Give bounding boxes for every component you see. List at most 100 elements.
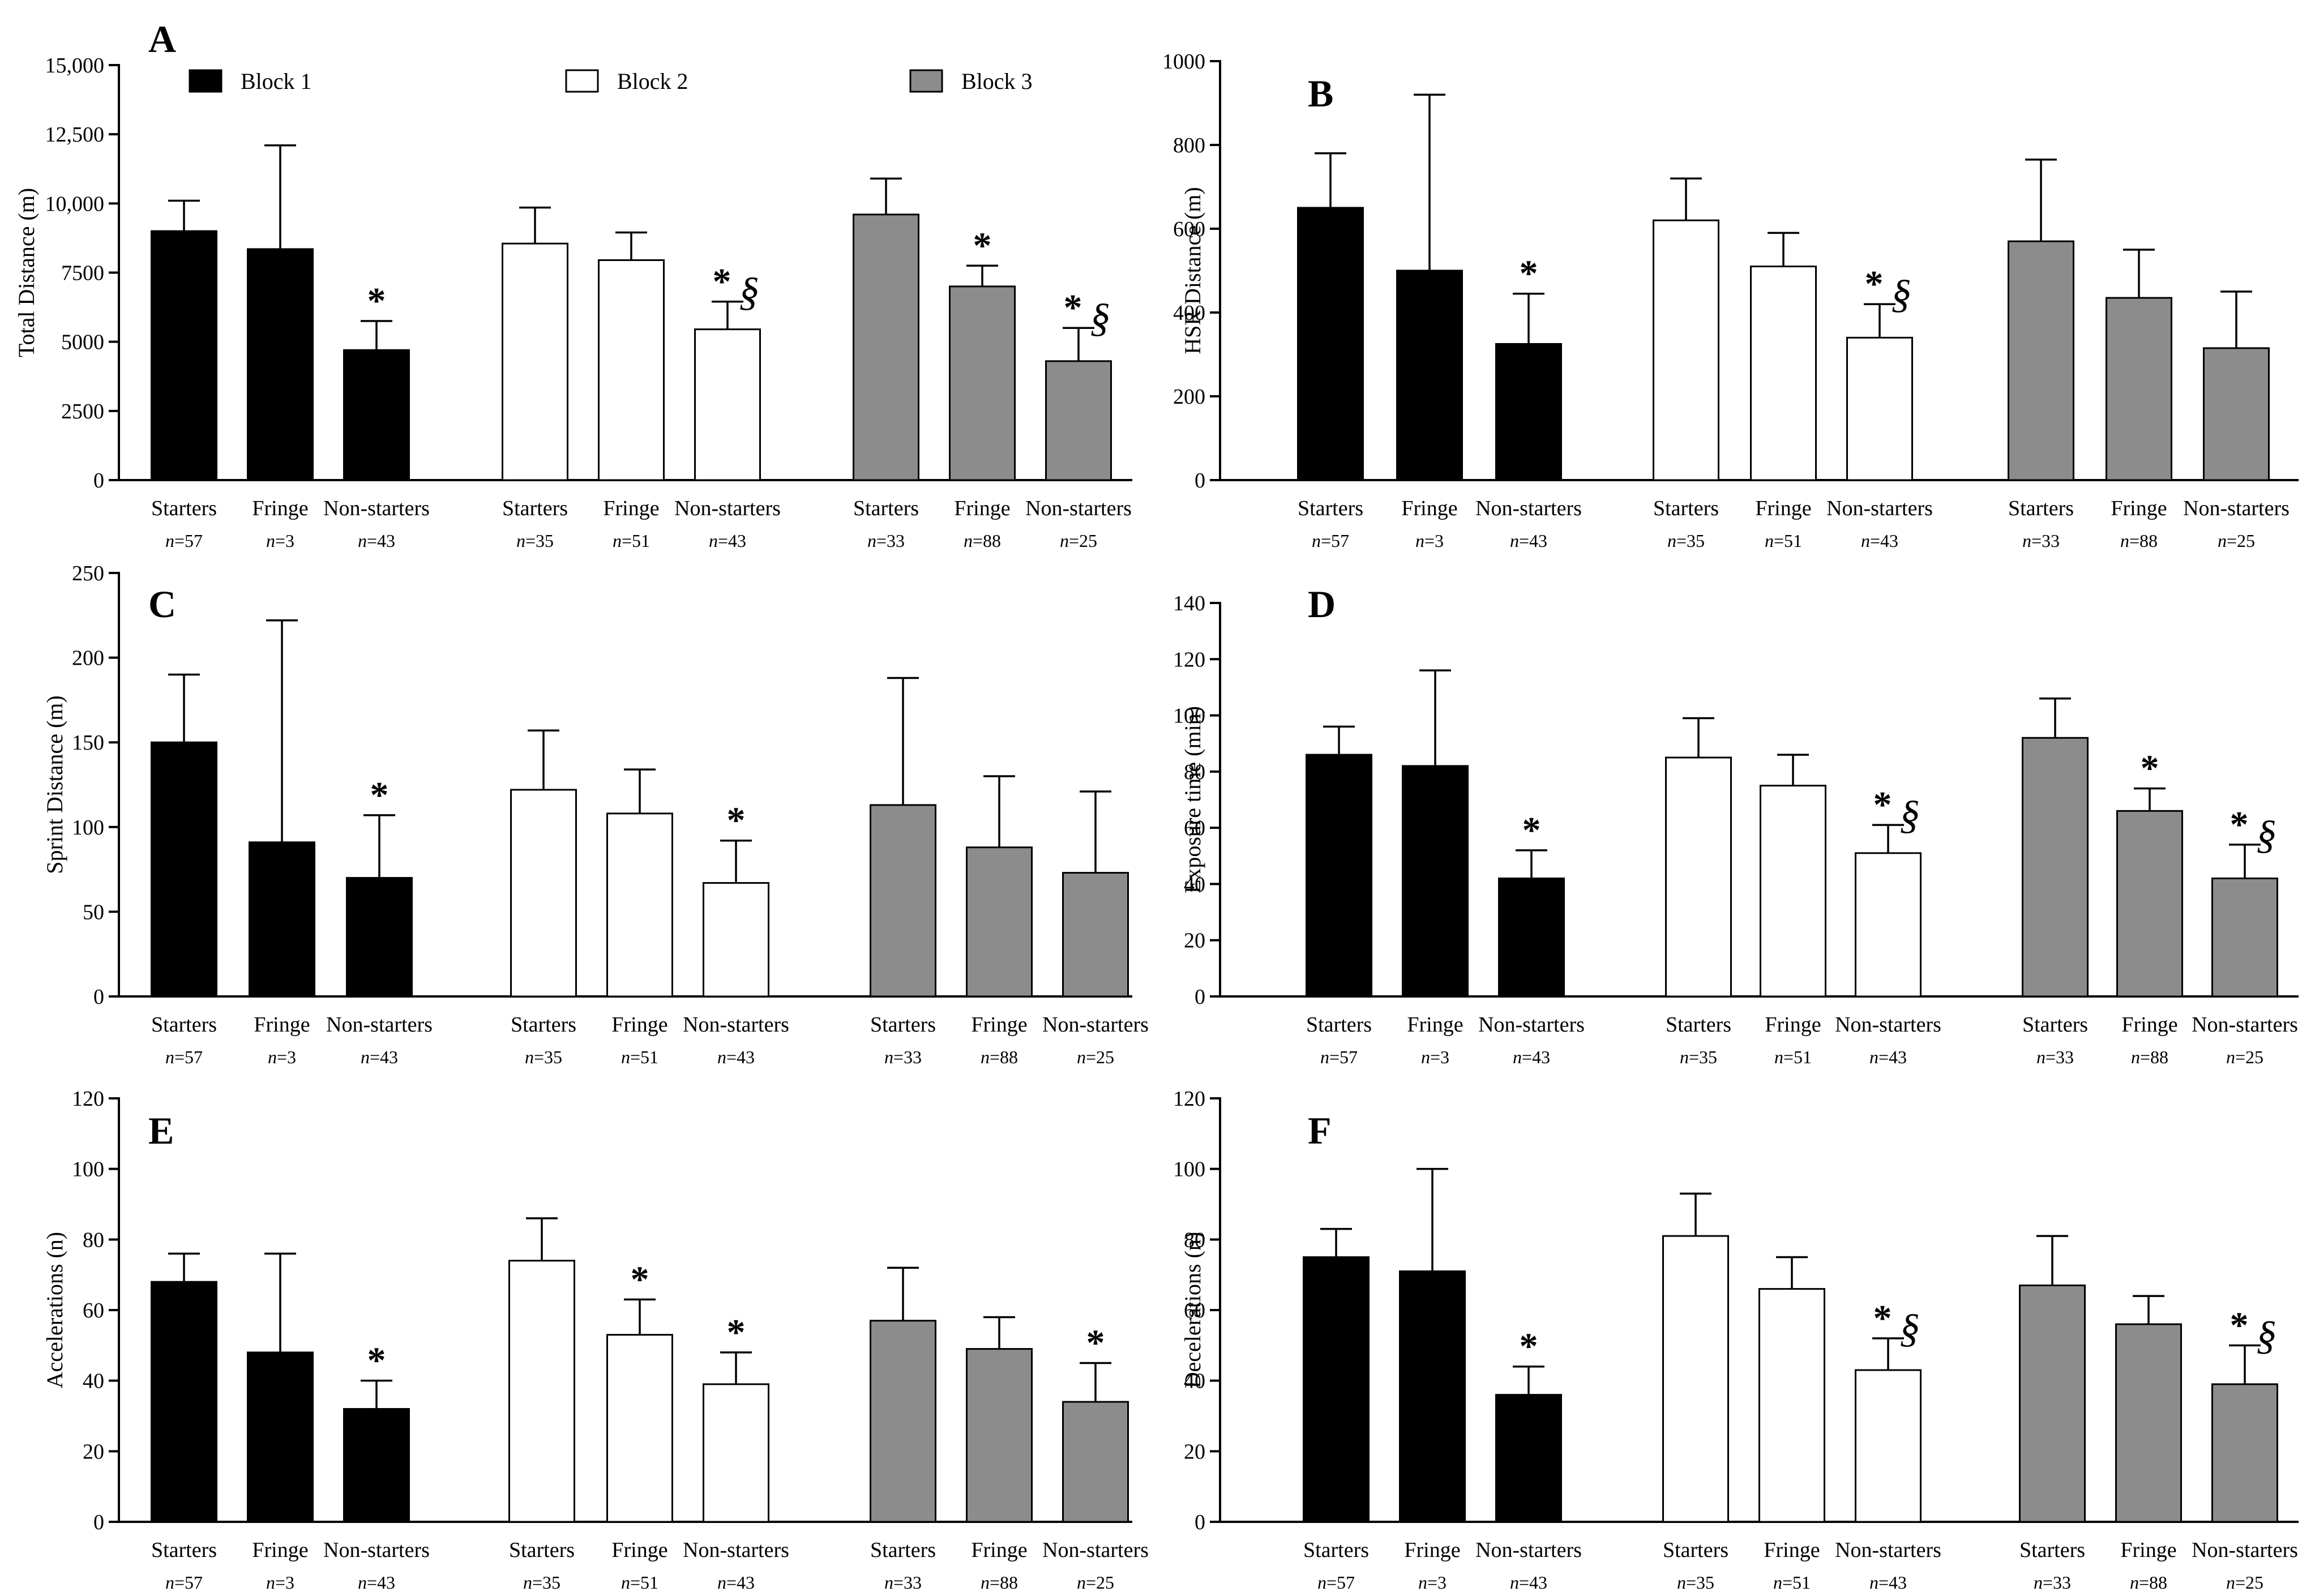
sample-size-label: n=57	[165, 1572, 203, 1593]
y-tick-label: 80	[1184, 1228, 1205, 1252]
x-category-label: Starters	[853, 497, 919, 520]
sample-size-label: n=51	[1774, 1047, 1812, 1067]
y-tick-label: 120	[72, 1087, 104, 1111]
y-tick-label: 200	[72, 647, 104, 670]
bar	[2115, 1323, 2182, 1523]
x-category-label: Fringe	[2111, 497, 2167, 520]
x-category-label: Non-starters	[1042, 1013, 1149, 1037]
bar	[510, 789, 577, 998]
bar	[966, 846, 1033, 998]
bar	[870, 804, 936, 998]
significance-star: *	[367, 1340, 386, 1381]
sample-size-label: n=3	[1421, 1047, 1449, 1067]
sample-size-label: n=43	[1510, 1572, 1547, 1593]
bar	[1402, 765, 1469, 998]
sample-size-label: n=33	[867, 530, 905, 551]
y-tick-label: 60	[83, 1299, 104, 1323]
significance-star: *	[1086, 1323, 1105, 1364]
sample-size-label: n=88	[981, 1047, 1018, 1067]
sample-size-label: n=35	[525, 1047, 562, 1067]
panel-A: A 0 2500 5000 7500 10,000 12,500 15,000 Total Di…	[14, 18, 1132, 551]
sample-size-label: n=88	[964, 530, 1001, 551]
y-tick-label: 7500	[61, 262, 104, 285]
bar	[2022, 737, 2089, 998]
x-category-label: Fringe	[1765, 1013, 1821, 1037]
x-category-label: Non-starters	[1475, 497, 1582, 520]
bar	[1665, 756, 1732, 998]
sample-size-label: n=33	[884, 1572, 922, 1593]
bar	[1303, 1256, 1370, 1523]
sample-size-label: n=51	[621, 1572, 658, 1593]
bar	[151, 1281, 217, 1523]
sample-size-label: n=25	[2218, 530, 2255, 551]
legend-swatch-block2	[565, 69, 599, 93]
panel-B: B 0 200 400 600 800 1000 HSR Distance (m) Starte…	[1162, 50, 2299, 551]
y-tick-label: 250	[72, 562, 104, 585]
sample-size-label: n=57	[1320, 1047, 1358, 1067]
bar	[1495, 343, 1562, 481]
x-category-label: Fringe	[611, 1013, 667, 1037]
bar	[502, 242, 568, 481]
x-category-label: Non-starters	[683, 1538, 789, 1562]
x-category-label: Fringe	[971, 1013, 1027, 1037]
sample-size-label: n=3	[266, 530, 294, 551]
y-tick-label: 20	[1184, 1440, 1205, 1464]
y-axis-label: Accelerations (n)	[42, 1232, 67, 1389]
bar	[2106, 297, 2172, 481]
legend: Block 1 Block 2 Block 3	[189, 69, 1033, 94]
bar	[2211, 1383, 2278, 1523]
y-tick-label: 0	[93, 985, 104, 1009]
x-category-label: Starters	[870, 1538, 936, 1562]
sample-size-label: n=43	[361, 1047, 398, 1067]
bar	[1498, 878, 1565, 998]
sample-size-label: n=33	[2036, 1047, 2074, 1067]
y-axis-label: Exposure time (min)	[1180, 706, 1205, 893]
legend-label: Block 2	[617, 69, 688, 94]
y-tick-label: 40	[1184, 872, 1205, 896]
x-category-label: Non-starters	[1826, 497, 1933, 520]
panel-label: F	[1308, 1109, 1332, 1152]
x-category-label: Non-starters	[1478, 1013, 1585, 1037]
x-category-label: Fringe	[2120, 1538, 2176, 1562]
sample-size-label: n=57	[1317, 1572, 1355, 1593]
legend-swatch-block3	[909, 69, 943, 93]
bar	[249, 841, 315, 998]
sample-size-label: n=35	[516, 530, 554, 551]
panel-label: A	[148, 18, 176, 61]
y-tick-label: 1000	[1162, 50, 1205, 74]
bar	[247, 1351, 314, 1523]
x-category-label: Fringe	[1764, 1538, 1820, 1562]
x-category-label: Starters	[151, 1538, 217, 1562]
x-category-label: Non-starters	[1835, 1013, 1941, 1037]
y-axis-label: Sprint Distance (m)	[42, 695, 67, 874]
y-tick-label: 40	[1184, 1370, 1205, 1393]
significance-star: *	[2141, 748, 2159, 789]
x-category-label: Fringe	[954, 497, 1010, 520]
sample-size-label: n=25	[2226, 1047, 2263, 1067]
significance-star: *	[727, 1312, 746, 1353]
significance-star: *	[1520, 1326, 1538, 1367]
panel-label: B	[1308, 72, 1333, 115]
sample-size-label: n=43	[717, 1572, 755, 1593]
sample-size-label: n=51	[613, 530, 650, 551]
bar	[247, 248, 314, 481]
significance-star: *	[631, 1259, 649, 1300]
bar	[343, 1408, 410, 1523]
sample-size-label: n=25	[1077, 1572, 1114, 1593]
significance-section-mark: §	[1899, 1306, 1920, 1351]
legend-label: Block 1	[241, 69, 312, 94]
x-category-label: Starters	[1653, 497, 1719, 520]
sample-size-label: n=35	[1667, 530, 1705, 551]
x-category-label: Starters	[502, 497, 568, 520]
sample-size-label: n=33	[2034, 1572, 2071, 1593]
x-category-label: Fringe	[611, 1538, 667, 1562]
significance-section-mark: §	[739, 269, 759, 314]
x-category-label: Starters	[2008, 497, 2074, 520]
y-tick-label: 100	[1173, 704, 1205, 728]
bar	[2203, 347, 2270, 481]
y-tick-label: 0	[93, 469, 104, 493]
bar	[1855, 1369, 1922, 1523]
bar	[1750, 266, 1817, 481]
x-category-label: Fringe	[603, 497, 659, 520]
x-category-label: Starters	[1303, 1538, 1369, 1562]
